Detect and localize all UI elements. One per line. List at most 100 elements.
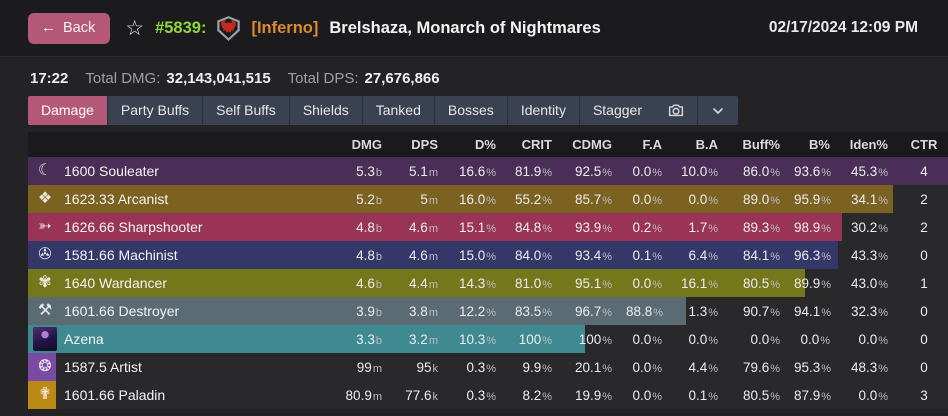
unit-suffix: % (878, 278, 888, 291)
unit-suffix: % (542, 166, 552, 179)
damage-share-bar (28, 157, 948, 185)
unit-suffix: % (878, 250, 888, 263)
table-row-destroyer[interactable]: ⚒ 1601.66 Destroyer 3.9b 3.8m 12.2% 83.5% 96.7… (28, 297, 948, 325)
cell-f-a: 0.2% (632, 219, 662, 235)
cell-iden: 43.0% (850, 275, 888, 291)
cell-iden: 0.0% (858, 387, 888, 403)
unit-suffix: % (652, 390, 662, 403)
cell-dps: 95k (416, 359, 438, 375)
cell-b-a: 4.4% (688, 359, 718, 375)
column-header-ctr: CTR (910, 137, 938, 152)
cell-ctr: 0 (920, 331, 928, 347)
damage-share-bar (28, 353, 56, 381)
damage-share-bar (28, 325, 585, 353)
cell-crit: 84.8% (514, 219, 552, 235)
unit-suffix: m (428, 250, 438, 263)
unit-suffix: % (708, 250, 718, 263)
unit-suffix: % (708, 390, 718, 403)
tab-self-buffs[interactable]: Self Buffs (203, 96, 290, 125)
cell-d: 16.0% (458, 191, 496, 207)
table-row-paladin[interactable]: ✟ 1601.66 Paladin 80.9m 77.6k 0.3% 8.2% 19.9% 0… (28, 381, 948, 409)
unit-suffix: m (428, 194, 438, 207)
cell-iden: 43.3% (850, 247, 888, 263)
unit-suffix: % (486, 222, 496, 235)
cell-dmg: 80.9m (345, 387, 382, 403)
unit-suffix: % (708, 222, 718, 235)
tab-damage[interactable]: Damage (28, 96, 108, 125)
table-row-azena[interactable]: Azena 3.3b 3.2m 10.3% 100% 100% 0.0% 0.0% 0.0% 0.… (28, 325, 948, 353)
cell-iden: 34.1% (850, 191, 888, 207)
cell-crit: 81.9% (514, 163, 552, 179)
player-name: 1601.66 Paladin (64, 387, 166, 403)
cell-iden: 30.2% (850, 219, 888, 235)
tab-bosses[interactable]: Bosses (435, 96, 508, 125)
difficulty-tag: [Inferno] (251, 18, 319, 37)
cell-b: 0.0% (800, 331, 830, 347)
table-row-souleater[interactable]: ☾ 1600 Souleater 5.3b 5.1m 16.6% 81.9% 92.5% 0.… (28, 157, 948, 185)
column-header-buff: Buff% (742, 137, 780, 152)
unit-suffix: % (653, 306, 664, 319)
damage-share-bar (28, 213, 843, 241)
tab-stagger[interactable]: Stagger (580, 96, 655, 125)
cell-d: 10.3% (458, 331, 496, 347)
tab-identity[interactable]: Identity (508, 96, 580, 125)
tab-shields[interactable]: Shields (290, 96, 363, 125)
cell-b: 96.3% (794, 247, 832, 263)
chevron-down-icon (713, 107, 723, 114)
cell-crit: 8.2% (522, 387, 552, 403)
cell-buff: 89.0% (742, 191, 780, 207)
tab-tanked[interactable]: Tanked (363, 96, 435, 125)
cell-dps: 4.4m (409, 275, 438, 291)
cell-cdmg: 96.7% (574, 303, 612, 319)
favorite-star-icon[interactable]: ☆ (125, 16, 145, 40)
unit-suffix: % (486, 278, 496, 291)
table-row-sharpshooter[interactable]: ➳ 1626.66 Sharpshooter 4.8b 4.6m 15.1% 84.8% 9… (28, 213, 948, 241)
unit-suffix: % (770, 362, 780, 375)
unit-suffix: % (486, 250, 496, 263)
cell-ctr: 4 (920, 163, 928, 179)
cell-b-a: 0.0% (688, 331, 718, 347)
cell-dps: 3.8m (409, 303, 438, 319)
damage-table: DMG DPS D% CRIT CDMG F.A B.A Buff% B% Iden% CTR ☾ 1… (28, 132, 948, 409)
unit-suffix: % (542, 250, 552, 263)
unit-suffix: % (821, 362, 832, 375)
table-row-machinist[interactable]: ✇ 1581.66 Machinist 4.8b 4.6m 15.0% 84.0% 93.4… (28, 241, 948, 269)
tab-party-buffs[interactable]: Party Buffs (108, 96, 204, 125)
cell-cdmg: 92.5% (574, 163, 612, 179)
column-header-dps: DPS (411, 137, 438, 152)
cell-dmg: 3.3b (356, 331, 382, 347)
cell-b-a: 16.1% (680, 275, 718, 291)
unit-suffix: % (878, 362, 888, 375)
unit-suffix: % (878, 334, 888, 347)
unit-suffix: % (602, 362, 612, 375)
table-row-artist[interactable]: ❂ 1587.5 Artist 99m 95k 0.3% 9.9% 20.1% 0.0% 4.4… (28, 353, 948, 381)
unit-suffix: % (652, 222, 662, 235)
total-dps-label: Total DPS: (287, 70, 359, 87)
unit-suffix: % (542, 306, 552, 319)
table-row-arcanist[interactable]: ❖ 1623.33 Arcanist 5.2b 5m 16.0% 55.2% 85.7% 0.… (28, 185, 948, 213)
more-tabs-button[interactable] (698, 96, 738, 125)
unit-suffix: % (708, 306, 718, 319)
table-row-wardancer[interactable]: ✾ 1640 Wardancer 4.6b 4.4m 14.3% 81.0% 95.1% 0.… (28, 269, 948, 297)
back-button[interactable]: ← Back (28, 12, 111, 44)
cell-b: 95.3% (794, 359, 832, 375)
cell-ctr: 0 (920, 247, 928, 263)
unit-suffix: % (602, 278, 612, 291)
cell-b-a: 6.4% (688, 247, 718, 263)
unit-suffix: % (602, 166, 612, 179)
column-header-dmg: DMG (351, 137, 382, 152)
unit-suffix: % (821, 278, 832, 291)
unit-suffix: b (375, 306, 382, 319)
cell-buff: 80.5% (742, 387, 780, 403)
cell-iden: 0.0% (858, 331, 888, 347)
unit-suffix: % (602, 194, 612, 207)
cell-b: 89.9% (794, 275, 832, 291)
cell-ctr: 3 (920, 387, 928, 403)
cell-d: 14.3% (458, 275, 496, 291)
screenshot-button[interactable] (655, 96, 698, 125)
cell-cdmg: 93.4% (574, 247, 612, 263)
unit-suffix: % (878, 194, 888, 207)
unit-suffix: m (428, 222, 438, 235)
unit-suffix: % (820, 334, 830, 347)
total-dmg-value: 32,143,041,515 (166, 70, 271, 87)
